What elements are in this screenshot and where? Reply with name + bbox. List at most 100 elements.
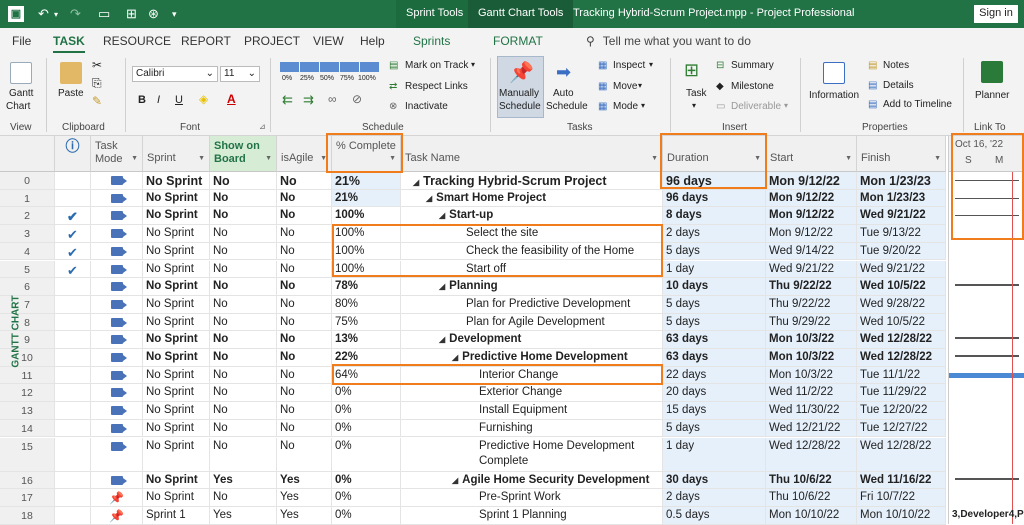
summary-button[interactable]: Summary xyxy=(731,60,774,71)
indicator-cell[interactable] xyxy=(55,437,91,471)
percent-complete-cell[interactable]: 0% xyxy=(332,471,401,489)
show-on-board-cell[interactable]: No xyxy=(210,225,277,242)
start-cell[interactable]: Wed 9/14/22 xyxy=(766,242,857,260)
finish-cell[interactable]: Wed 9/21/22 xyxy=(857,207,946,225)
format-painter-icon[interactable]: ✎ xyxy=(92,94,103,108)
indicator-cell[interactable] xyxy=(55,349,91,366)
indicator-cell[interactable] xyxy=(55,278,91,295)
isagile-cell[interactable]: No xyxy=(277,225,332,242)
task-name-cell[interactable]: Sprint 1 Planning xyxy=(401,506,663,524)
percent-complete-cell[interactable]: 0% xyxy=(332,489,401,506)
isagile-cell[interactable]: No xyxy=(277,260,332,278)
table-row[interactable]: 8 No Sprint No No 75% Plan for Agile Developm… xyxy=(0,313,946,332)
percent-complete-cell[interactable]: 0% xyxy=(332,506,401,524)
finish-cell[interactable]: Tue 11/29/22 xyxy=(857,384,946,402)
undo-icon[interactable]: ↶ xyxy=(38,6,49,21)
finish-cell[interactable]: Wed 9/21/22 xyxy=(857,260,946,278)
isagile-cell[interactable]: No xyxy=(277,313,332,331)
finish-cell[interactable]: Tue 11/1/22 xyxy=(857,366,946,384)
duration-cell[interactable]: 8 days xyxy=(663,207,766,225)
sprint-cell[interactable]: No Sprint xyxy=(143,437,210,471)
duration-cell[interactable]: 96 days xyxy=(663,172,766,189)
finish-cell[interactable]: Wed 9/28/22 xyxy=(857,295,946,313)
tab-task[interactable]: TASK xyxy=(53,34,85,53)
duration-cell[interactable]: 1 day xyxy=(663,437,766,471)
sprint-cell[interactable]: No Sprint xyxy=(143,471,210,489)
chevron-down-icon[interactable]: ▾ xyxy=(649,60,654,69)
indicator-cell[interactable]: ✔ xyxy=(55,207,91,225)
start-cell[interactable]: Mon 10/3/22 xyxy=(766,366,857,384)
table-row[interactable]: 17 📌 No Sprint No Yes 0% Pre-Sprint Work 2 days… xyxy=(0,489,946,507)
task-mode-cell[interactable] xyxy=(91,295,143,313)
task-mode-cell[interactable] xyxy=(91,366,143,384)
tab-project[interactable]: PROJECT xyxy=(244,34,301,48)
indicator-cell[interactable] xyxy=(55,489,91,506)
duration-cell[interactable]: 63 days xyxy=(663,349,766,366)
cut-icon[interactable]: ✂ xyxy=(92,58,103,72)
duration-cell[interactable]: 96 days xyxy=(663,189,766,207)
duration-cell[interactable]: 30 days xyxy=(663,471,766,489)
finish-cell[interactable]: Wed 12/28/22 xyxy=(857,349,946,366)
customize-qat-icon[interactable]: ▾ xyxy=(172,9,177,19)
pct-50-icon[interactable] xyxy=(320,62,339,72)
start-cell[interactable]: Thu 9/22/22 xyxy=(766,278,857,295)
start-cell[interactable]: Thu 9/22/22 xyxy=(766,295,857,313)
isagile-cell[interactable]: No xyxy=(277,402,332,419)
start-cell[interactable]: Wed 12/21/22 xyxy=(766,419,857,437)
table-row[interactable]: 15 No Sprint No No 0% Predictive Home Develop… xyxy=(0,437,946,472)
table-row[interactable]: 5 ✔ No Sprint No No 100% Start off 1 day Wed 9/2… xyxy=(0,260,946,279)
bold-button[interactable]: B xyxy=(138,94,146,106)
duration-cell[interactable]: 22 days xyxy=(663,366,766,384)
paste-button[interactable]: Paste xyxy=(58,88,84,99)
sprint-cell[interactable]: No Sprint xyxy=(143,242,210,260)
show-on-board-cell[interactable]: No xyxy=(210,437,277,471)
mode-button[interactable]: Mode xyxy=(613,101,639,112)
isagile-cell[interactable]: Yes xyxy=(277,471,332,489)
task-name-cell[interactable]: Furnishing xyxy=(401,419,663,437)
start-cell[interactable]: Wed 9/21/22 xyxy=(766,260,857,278)
show-on-board-cell[interactable]: No xyxy=(210,489,277,506)
start-cell[interactable]: Mon 9/12/22 xyxy=(766,225,857,242)
header-task-mode[interactable]: Task Mode ▼ xyxy=(91,136,143,172)
table-row[interactable]: 14 No Sprint No No 0% Furnishing 5 days Wed 12/… xyxy=(0,419,946,438)
task-mode-cell[interactable]: 📌 xyxy=(91,506,143,524)
show-on-board-cell[interactable]: No xyxy=(210,384,277,402)
percent-complete-cell[interactable]: 100% xyxy=(332,225,401,242)
show-on-board-cell[interactable]: Yes xyxy=(210,471,277,489)
task-mode-cell[interactable] xyxy=(91,189,143,207)
indicator-cell[interactable] xyxy=(55,331,91,348)
collapse-icon[interactable]: ◢ xyxy=(439,211,446,221)
show-on-board-cell[interactable]: No xyxy=(210,366,277,384)
sprint-cell[interactable]: No Sprint xyxy=(143,189,210,207)
header-sprint[interactable]: Sprint ▼ xyxy=(143,136,210,172)
deliverable-button[interactable]: Deliverable xyxy=(731,101,782,112)
percent-complete-cell[interactable]: 0% xyxy=(332,402,401,419)
isagile-cell[interactable]: No xyxy=(277,437,332,471)
tab-help[interactable]: Help xyxy=(360,34,385,48)
table-row[interactable]: 11 No Sprint No No 64% Interior Change 22 days… xyxy=(0,366,946,385)
duration-cell[interactable]: 2 days xyxy=(663,225,766,242)
sprint-cell[interactable]: No Sprint xyxy=(143,260,210,278)
duration-cell[interactable]: 5 days xyxy=(663,295,766,313)
show-on-board-cell[interactable]: No xyxy=(210,189,277,207)
unlink-icon[interactable]: ⊘ xyxy=(352,92,363,106)
gantt-chart-label[interactable]: Chart xyxy=(6,101,31,112)
table-row[interactable]: 3 ✔ No Sprint No No 100% Select the site 2 days… xyxy=(0,225,946,243)
isagile-cell[interactable]: No xyxy=(277,172,332,189)
sprint-cell[interactable]: No Sprint xyxy=(143,384,210,402)
task-mode-cell[interactable] xyxy=(91,331,143,348)
task-mode-cell[interactable] xyxy=(91,419,143,437)
header-isagile[interactable]: isAgile ▼ xyxy=(277,136,332,172)
sprint-cell[interactable]: Sprint 1 xyxy=(143,506,210,524)
task-mode-cell[interactable] xyxy=(91,242,143,260)
pct-75-icon[interactable] xyxy=(340,62,359,72)
percent-complete-cell[interactable]: 78% xyxy=(332,278,401,295)
finish-cell[interactable]: Mon 10/10/22 xyxy=(857,506,946,524)
finish-cell[interactable]: Wed 11/16/22 xyxy=(857,471,946,489)
duration-cell[interactable]: 15 days xyxy=(663,402,766,419)
start-cell[interactable]: Mon 10/3/22 xyxy=(766,349,857,366)
header-show-on-board[interactable]: Show on Board ▼ xyxy=(210,136,277,172)
collapse-icon[interactable]: ◢ xyxy=(426,193,433,203)
planner-button[interactable]: Planner xyxy=(975,90,1010,101)
task-name-cell[interactable]: Pre-Sprint Work xyxy=(401,489,663,506)
